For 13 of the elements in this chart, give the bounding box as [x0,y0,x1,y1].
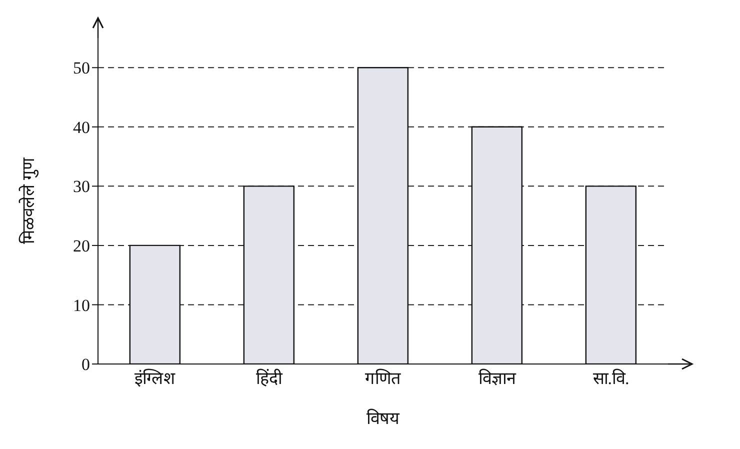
x-tick-label: इंग्लिश [134,368,176,388]
x-tick-label: गणित [365,368,401,388]
x-axis-title: विषय [366,408,400,428]
y-tick-label: 0 [82,355,90,374]
y-tick-label: 50 [73,58,90,78]
y-tick-label: 30 [73,177,90,196]
x-tick-label: सा.वि. [592,368,630,388]
y-tick-label: 40 [73,118,90,137]
x-tick-label: विज्ञान [478,368,516,388]
y-tick-label: 20 [73,236,90,256]
y-axis-title: मिळवलेले गुण [18,156,40,244]
y-tick-label: 10 [73,296,90,315]
x-tick-label: हिंदी [256,368,283,388]
